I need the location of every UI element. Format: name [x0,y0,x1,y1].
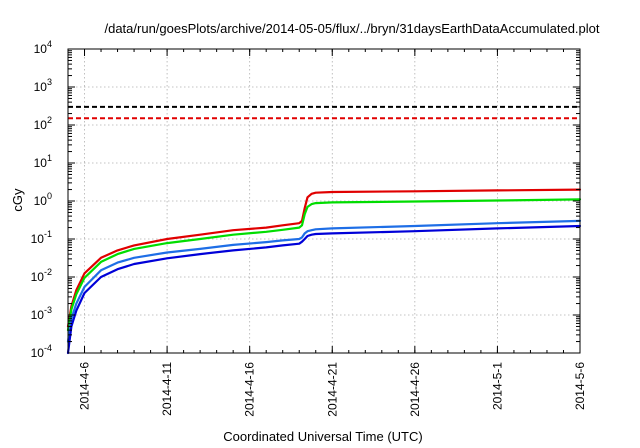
x-tick-label: 2014-5-1 [490,362,504,410]
x-axis: 2014-4-6 2014-4-11 2014-4-16 2014-4-21 2014-… [78,49,587,417]
series-line [66,188,582,328]
grid [68,49,580,353]
y-tick-label: 101 [34,153,52,170]
x-tick-label: 2014-4-11 [160,362,174,416]
y-tick-label: 10-4 [31,343,52,360]
y-tick-label: 100 [34,191,52,208]
chart-title: /data/run/goesPlots/archive/2014-05-05/f… [104,21,599,36]
x-tick-label: 2014-4-21 [325,362,339,417]
y-tick-label: 102 [34,115,52,132]
y-tick-label: 10-3 [31,305,52,322]
x-tick-label: 2014-4-6 [78,362,92,410]
series-line [66,219,582,343]
x-tick-label: 2014-4-26 [408,362,422,417]
reference-lines [68,105,580,120]
series-line [66,224,582,355]
x-tick-label: 2014-4-16 [243,362,257,417]
series-line [66,198,582,332]
series-lines [66,188,582,355]
y-axis: 10-4 10-3 10-2 10-1 100 101 102 103 104 [31,39,580,360]
y-tick-label: 104 [34,39,52,56]
x-tick-label: 2014-5-6 [573,362,587,410]
y-tick-label: 10-1 [31,229,52,246]
y-axis-label: cGy [10,188,25,212]
y-tick-label: 103 [34,77,52,94]
y-tick-label: 10-2 [31,267,52,284]
x-axis-label: Coordinated Universal Time (UTC) [223,429,422,444]
